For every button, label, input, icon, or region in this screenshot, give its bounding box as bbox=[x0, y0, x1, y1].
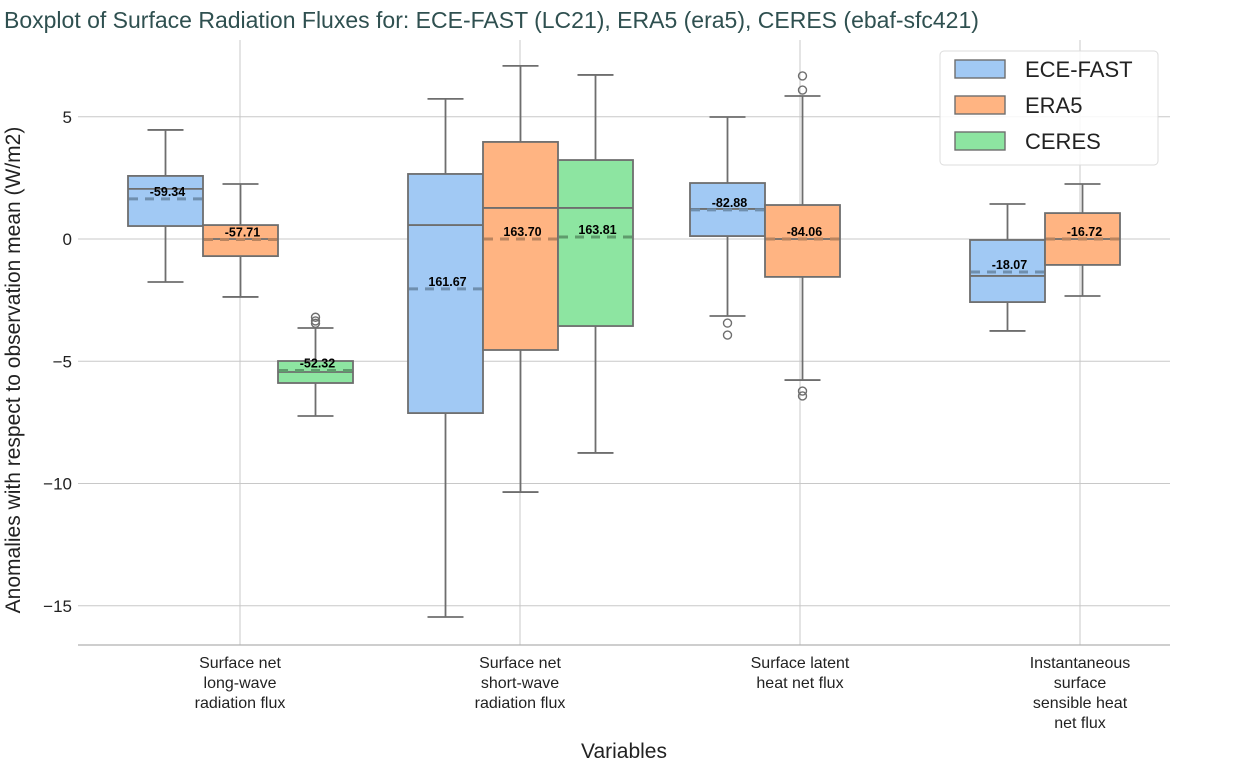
y-tick-label: −10 bbox=[43, 475, 72, 494]
box-ceres: -52.32 bbox=[277, 312, 354, 417]
x-tick-label: Surface net bbox=[199, 655, 281, 672]
legend-label: CERES bbox=[1025, 129, 1101, 154]
mean-label: -59.34 bbox=[150, 185, 185, 199]
box-ece-fast: -59.34 bbox=[127, 129, 204, 283]
boxes: -59.34 -57.71 -52.32 161.67 163.70 163.81 -82.… bbox=[127, 64, 1121, 618]
outlier-point bbox=[797, 85, 808, 95]
box-ece-fast: -82.88 bbox=[689, 116, 766, 340]
box-body bbox=[557, 159, 634, 327]
box-body bbox=[127, 175, 204, 227]
x-tick-label: Instantaneous bbox=[1030, 655, 1131, 672]
legend-label: ERA5 bbox=[1025, 93, 1082, 118]
mean-label: -57.71 bbox=[225, 225, 260, 239]
legend: ECE-FAST ERA5 CERES bbox=[939, 50, 1159, 166]
box-era5: -57.71 bbox=[202, 183, 279, 298]
y-tick-label: 0 bbox=[63, 230, 72, 249]
outlier-point bbox=[797, 386, 808, 396]
legend-label: ECE-FAST bbox=[1025, 57, 1133, 82]
mean-label: -18.07 bbox=[992, 258, 1027, 272]
box-body bbox=[482, 141, 559, 351]
x-tick-label: radiation flux bbox=[475, 695, 566, 712]
y-tick-label: −5 bbox=[53, 352, 72, 371]
x-tick-label: radiation flux bbox=[195, 695, 286, 712]
mean-label: 163.70 bbox=[503, 225, 541, 239]
x-tick-label: sensible heat bbox=[1033, 695, 1128, 712]
box-ece-fast: 161.67 bbox=[407, 98, 484, 618]
y-tick-label: 5 bbox=[63, 108, 72, 127]
y-axis-label: Anomalies with respect to observation me… bbox=[2, 127, 25, 614]
outlier-point bbox=[722, 330, 733, 340]
box-ece-fast: -18.07 bbox=[969, 203, 1046, 332]
mean-label: 161.67 bbox=[428, 275, 466, 289]
x-tick-label: heat net flux bbox=[756, 675, 843, 692]
x-tick-label: short-wave bbox=[481, 675, 559, 692]
box-body bbox=[407, 173, 484, 414]
outlier-point bbox=[722, 318, 733, 328]
x-tick-label: Surface latent bbox=[751, 655, 850, 672]
box-era5: 163.70 bbox=[482, 64, 559, 493]
legend-swatch-era5 bbox=[954, 95, 1006, 115]
x-tick-label: surface bbox=[1054, 675, 1107, 692]
legend-swatch-ece-fast bbox=[954, 59, 1006, 79]
box-era5: -84.06 bbox=[764, 71, 841, 401]
legend-swatch-ceres bbox=[954, 131, 1006, 151]
x-tick-label: net flux bbox=[1054, 715, 1106, 732]
chart-title: Boxplot of Surface Radiation Fluxes for:… bbox=[4, 7, 979, 33]
mean-label: -16.72 bbox=[1067, 225, 1102, 239]
x-axis-ticks: Surface net long-wave radiation flux Surfac… bbox=[195, 655, 1131, 732]
box-era5: -16.72 bbox=[1044, 183, 1121, 297]
box-body bbox=[764, 204, 841, 278]
outlier-point bbox=[797, 391, 808, 401]
mean-label: -82.88 bbox=[712, 196, 747, 210]
y-axis-ticks: 5 0 −5 −10 −15 bbox=[43, 108, 72, 616]
x-axis-label: Variables bbox=[581, 740, 667, 761]
box-ceres: 163.81 bbox=[557, 74, 634, 454]
y-tick-label: −15 bbox=[43, 597, 72, 616]
mean-label: -84.06 bbox=[787, 225, 822, 239]
mean-label: 163.81 bbox=[578, 223, 616, 237]
x-tick-label: Surface net bbox=[479, 655, 561, 672]
x-tick-label: long-wave bbox=[204, 675, 277, 692]
outlier-point bbox=[797, 71, 808, 81]
outlier-point bbox=[310, 318, 321, 329]
mean-label: -52.32 bbox=[300, 357, 335, 371]
outlier-point bbox=[310, 312, 321, 322]
